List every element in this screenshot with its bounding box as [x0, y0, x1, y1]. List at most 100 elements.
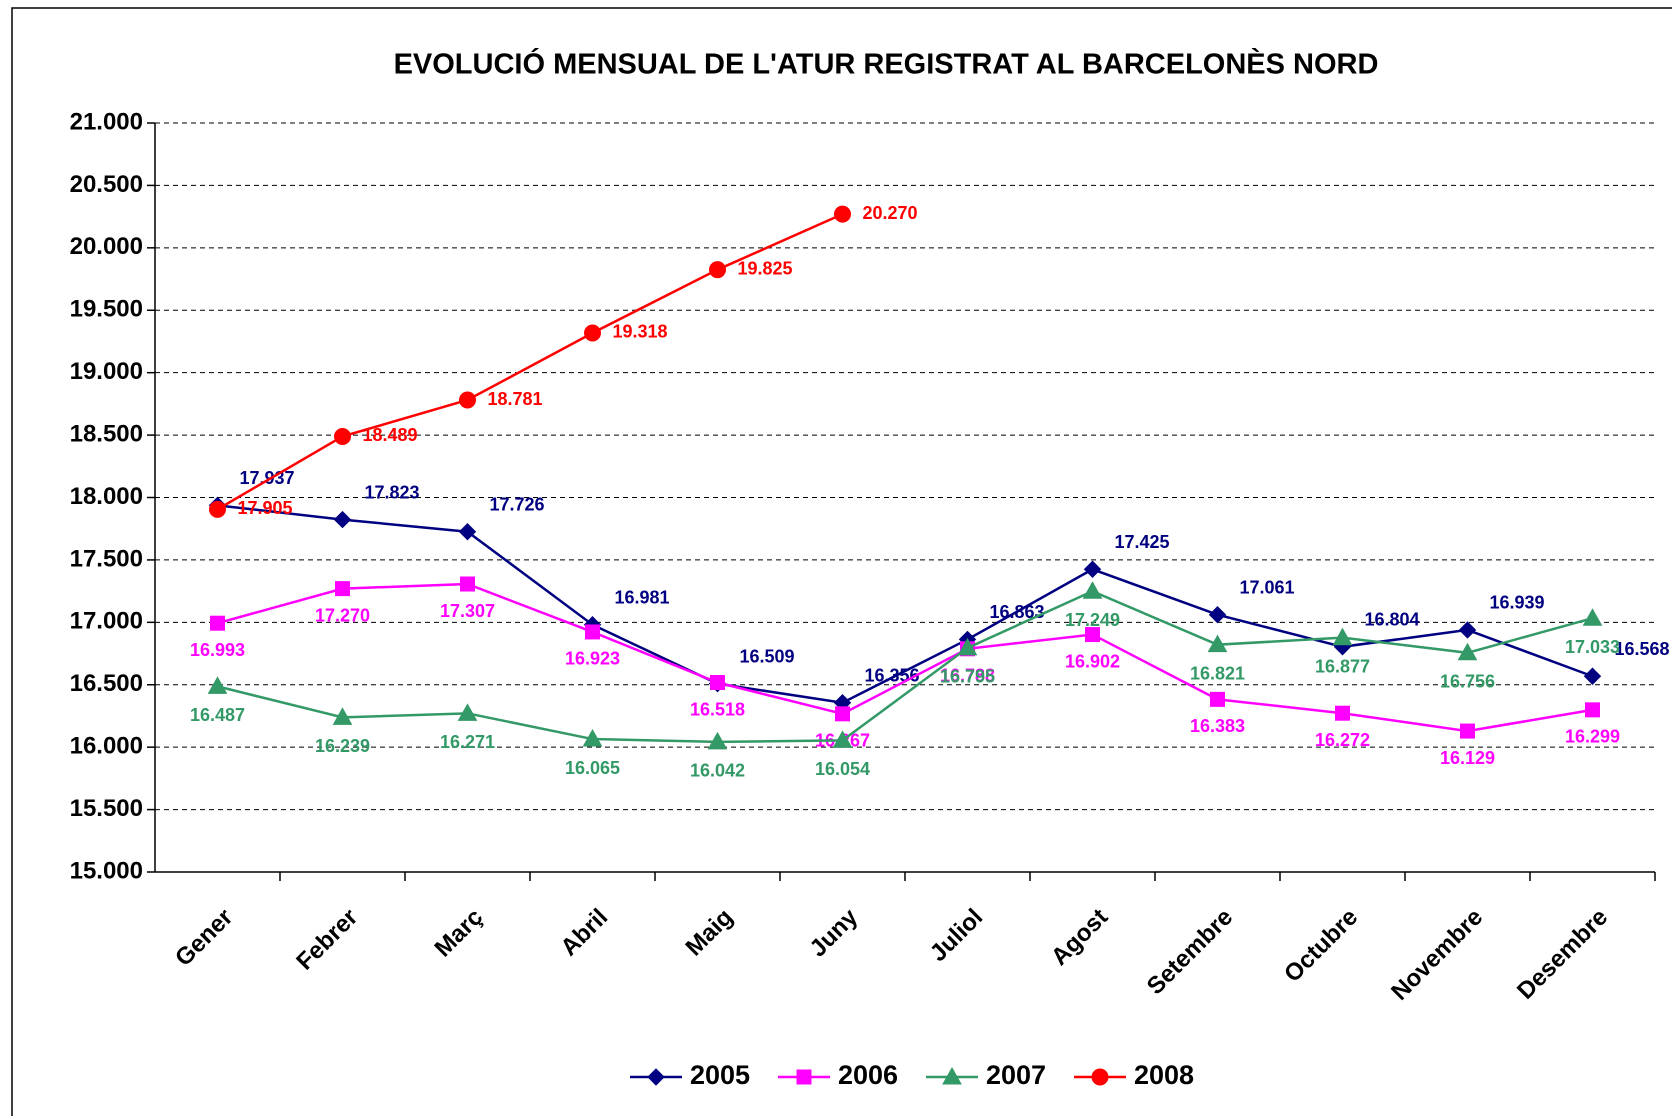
point	[1585, 702, 1600, 718]
data-label: 16.877	[1315, 656, 1370, 676]
data-label: 17.307	[440, 601, 495, 621]
series-line	[217, 589, 1593, 744]
y-tick-label: 17.500	[70, 545, 143, 572]
point	[1583, 667, 1602, 685]
point	[460, 576, 475, 592]
legend-marker	[647, 1068, 665, 1086]
point	[1458, 621, 1477, 639]
point	[458, 522, 477, 541]
data-label: 18.489	[363, 425, 418, 445]
data-label: 16.356	[865, 665, 920, 685]
data-label: 17.425	[1115, 532, 1170, 552]
point	[1208, 606, 1227, 624]
point	[584, 324, 601, 342]
data-label: 16.383	[1190, 716, 1245, 736]
legend-label: 2008	[1134, 1060, 1194, 1090]
point	[582, 729, 603, 747]
point	[835, 706, 850, 722]
y-tick-label: 17.000	[70, 608, 143, 635]
point	[207, 676, 228, 694]
data-label: 20.270	[863, 203, 918, 223]
y-tick-label: 19.000	[70, 358, 143, 385]
point	[332, 707, 353, 725]
point	[834, 205, 851, 223]
legend-marker	[942, 1066, 962, 1085]
series-line	[216, 212, 844, 511]
data-label: 17.061	[1240, 577, 1295, 597]
point	[707, 731, 728, 750]
data-label: 16.756	[1440, 672, 1495, 692]
y-tick-label: 16.000	[70, 733, 143, 760]
legend-label: 2006	[838, 1060, 898, 1090]
legend-marker	[796, 1069, 812, 1085]
y-tick-label: 20.000	[70, 233, 143, 260]
y-tick-label: 19.500	[70, 296, 143, 323]
data-label: 17.033	[1565, 637, 1620, 657]
data-label: 16.863	[990, 602, 1045, 622]
point	[1460, 723, 1475, 739]
point	[957, 637, 978, 656]
point	[585, 624, 600, 640]
y-tick-label: 20.500	[70, 171, 143, 198]
data-label: 16.271	[440, 732, 495, 752]
data-label: 18.781	[488, 389, 543, 409]
data-label: 16.568	[1615, 639, 1670, 659]
data-label: 16.487	[190, 705, 245, 725]
point	[210, 615, 225, 631]
point	[459, 391, 476, 409]
data-label: 16.129	[1440, 748, 1495, 768]
y-tick-label: 16.500	[70, 670, 143, 697]
point	[709, 261, 726, 279]
data-label: 17.270	[315, 605, 370, 625]
data-label: 16.804	[1365, 610, 1420, 630]
chart-title: EVOLUCIÓ MENSUAL DE L'ATUR REGISTRAT AL …	[394, 47, 1379, 81]
data-label: 16.272	[1315, 730, 1370, 750]
point	[334, 427, 351, 445]
data-label: 19.318	[613, 322, 668, 342]
data-label: 16.518	[690, 699, 745, 719]
y-tick-label: 18.000	[70, 483, 143, 510]
point	[1083, 560, 1102, 578]
point	[457, 703, 478, 721]
data-label: 16.509	[740, 646, 795, 666]
data-label: 16.042	[690, 761, 745, 781]
data-label: 16.788	[940, 666, 995, 686]
point	[335, 581, 350, 597]
point	[1210, 691, 1225, 707]
data-label: 19.825	[738, 258, 793, 278]
point	[333, 510, 352, 529]
point	[832, 730, 853, 748]
y-tick-label: 15.000	[70, 857, 143, 884]
series-line	[217, 504, 1593, 705]
data-label: 16.821	[1190, 663, 1245, 683]
point	[209, 500, 226, 518]
data-label: 16.795	[940, 667, 995, 687]
y-tick-label: 18.500	[70, 420, 143, 447]
point	[1457, 642, 1478, 661]
point	[1335, 705, 1350, 721]
data-label: 16.239	[315, 736, 370, 756]
data-label: 17.249	[1065, 610, 1120, 630]
series-line	[217, 582, 1593, 733]
data-label: 16.981	[615, 587, 670, 607]
point	[1332, 627, 1353, 646]
data-label: 17.726	[490, 494, 545, 514]
data-label: 17.905	[238, 498, 293, 518]
point	[1582, 608, 1603, 626]
y-tick-label: 21.000	[70, 108, 143, 135]
chart-frame	[11, 7, 1672, 1116]
point	[710, 675, 725, 691]
legend-label: 2005	[690, 1060, 750, 1090]
data-label: 16.299	[1565, 727, 1620, 747]
point	[1085, 627, 1100, 643]
data-label: 17.937	[240, 468, 295, 488]
legend-label: 2007	[986, 1060, 1046, 1090]
data-label: 16.939	[1490, 593, 1545, 613]
data-label: 16.902	[1065, 651, 1120, 671]
data-label: 17.823	[365, 482, 420, 502]
point	[1207, 634, 1228, 653]
legend-marker	[1091, 1068, 1109, 1086]
data-label: 16.065	[565, 758, 620, 778]
point	[1082, 581, 1103, 599]
